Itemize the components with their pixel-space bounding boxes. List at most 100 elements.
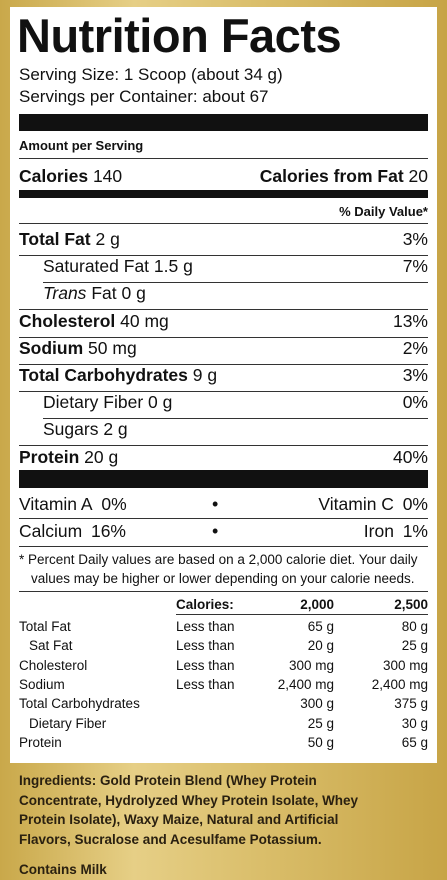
nutrient-daily-value: 40% bbox=[392, 446, 428, 467]
table-value: 50 g bbox=[307, 734, 334, 750]
table-comparison: Less than bbox=[176, 657, 235, 673]
nutrient-name: Sugars bbox=[43, 419, 99, 440]
nutrient-name: Saturated Fat bbox=[43, 256, 150, 277]
table-comparison: Less than bbox=[176, 676, 235, 692]
nutrient-row: Protein 20 g bbox=[19, 446, 119, 467]
nutrient-name: Fat bbox=[91, 283, 117, 304]
calories-from-fat-label: Calories from Fat bbox=[259, 166, 404, 186]
nutrient-name: Total Fat bbox=[19, 229, 91, 249]
separator-line bbox=[19, 309, 428, 311]
separator-bar bbox=[19, 114, 428, 131]
bullet: • bbox=[212, 521, 219, 541]
nutrient-amount: 50 mg bbox=[88, 337, 137, 358]
table-comparison: Less than bbox=[176, 638, 235, 654]
table-row-label: Cholesterol bbox=[19, 657, 88, 673]
table-value: 80 g bbox=[401, 619, 428, 634]
vitamin-entry: Calcium 16% bbox=[19, 521, 126, 541]
calories-from-fat: Calories from Fat 20 bbox=[259, 166, 428, 186]
nutrient-amount: 2 g bbox=[95, 229, 120, 249]
separator-line bbox=[19, 591, 428, 592]
vitamin-name: Iron bbox=[363, 521, 394, 541]
nutrient-amount: 20 g bbox=[84, 446, 119, 467]
amount-per-serving: Amount per Serving bbox=[19, 138, 144, 153]
footnote: values may be higher or lower depending … bbox=[31, 571, 415, 586]
table-row-label: Total Carbohydrates bbox=[19, 696, 140, 712]
nutrient-name: Total Carbohydrates bbox=[19, 365, 188, 385]
vitamin-daily-value: 0% bbox=[101, 494, 127, 514]
calories: Calories 140 bbox=[19, 166, 123, 186]
bullet: • bbox=[212, 494, 219, 514]
vitamin-daily-value: 1% bbox=[402, 521, 428, 541]
table-value: 20 g bbox=[307, 638, 334, 654]
table-row-label: Sat Fat bbox=[29, 638, 73, 654]
nutrient-name: Sodium bbox=[19, 337, 84, 358]
vitamin-name: Vitamin C bbox=[318, 494, 394, 514]
separator-line bbox=[19, 255, 428, 256]
ingredients-line: Concentrate, Hydrolyzed Whey Protein Iso… bbox=[19, 792, 359, 808]
table-row-label: Sodium bbox=[19, 676, 65, 692]
allergen-statement: Contains Milk bbox=[19, 862, 107, 877]
separator-bar bbox=[19, 470, 428, 488]
vitamin-name: Vitamin A bbox=[19, 494, 93, 514]
separator-line bbox=[19, 223, 428, 224]
table-value: 25 g bbox=[307, 715, 334, 731]
separator-line bbox=[19, 363, 428, 365]
table-value: 65 g bbox=[307, 619, 334, 634]
ingredients-line: Flavors, Sucralose and Acesulfame Potass… bbox=[19, 831, 322, 847]
title: Nutrition Facts bbox=[17, 9, 342, 62]
nutrient-row: Sugars 2 g bbox=[43, 421, 128, 439]
nutrient-name-italic: Trans bbox=[43, 283, 87, 304]
ingredients-line: Protein Isolate), Waxy Maize, Natural an… bbox=[19, 812, 339, 827]
nutrient-amount: 9 g bbox=[192, 365, 218, 385]
nutrient-row: Trans Fat 0 g bbox=[43, 285, 146, 303]
table-value: 25 g bbox=[401, 638, 428, 654]
table-value: 300 mg bbox=[382, 657, 428, 673]
vitamin-daily-value: 0% bbox=[402, 494, 428, 514]
nutrient-amount: 1.5 g bbox=[153, 256, 193, 277]
nutrient-amount: 0 g bbox=[121, 283, 146, 304]
table-value: 2,400 mg bbox=[277, 676, 334, 692]
daily-value-header: % Daily Value* bbox=[339, 204, 428, 219]
separator-line bbox=[19, 445, 428, 447]
table-row-label: Dietary Fiber bbox=[29, 715, 107, 731]
serving-size: Serving Size: 1 Scoop (about 34 g) bbox=[19, 65, 283, 84]
separator-line bbox=[176, 614, 428, 615]
table-header: 2,000 bbox=[300, 597, 334, 612]
nutrient-name: Cholesterol bbox=[19, 310, 116, 331]
table-value: 2,400 mg bbox=[371, 676, 428, 692]
separator-line bbox=[43, 282, 428, 284]
table-header: 2,500 bbox=[394, 597, 428, 612]
nutrient-row: Sodium 50 mg bbox=[19, 337, 137, 358]
table-value: 300 mg bbox=[288, 657, 334, 673]
nutrient-row: Saturated Fat 1.5 g bbox=[43, 256, 193, 277]
table-value: 65 g bbox=[401, 734, 428, 750]
calories-label: Calories bbox=[19, 166, 89, 186]
nutrient-row: Cholesterol 40 mg bbox=[19, 310, 169, 331]
calories-from-fat-value: 20 bbox=[408, 166, 428, 186]
nutrient-row: Total Fat 2 g bbox=[19, 229, 120, 249]
vitamin-daily-value: 16% bbox=[90, 521, 126, 541]
table-value: 300 g bbox=[300, 696, 334, 712]
table-comparison: Less than bbox=[176, 619, 235, 634]
nutrient-daily-value: 3% bbox=[402, 365, 428, 385]
separator-bar bbox=[19, 190, 428, 198]
nutrient-row: Total Carbohydrates 9 g bbox=[19, 365, 218, 385]
calories-value: 140 bbox=[92, 166, 123, 186]
separator-line bbox=[43, 418, 428, 420]
nutrient-name: Protein bbox=[19, 446, 80, 467]
separator-line bbox=[19, 158, 428, 159]
nutrient-amount: 0 g bbox=[148, 392, 173, 413]
servings-per-container: Servings per Container: about 67 bbox=[19, 87, 269, 106]
separator-line bbox=[19, 518, 428, 519]
nutrient-daily-value: 3% bbox=[402, 229, 428, 249]
nutrient-row: Dietary Fiber 0 g bbox=[43, 392, 173, 413]
footnote: * Percent Daily values are based on a 2,… bbox=[19, 552, 418, 567]
nutrient-amount: 2 g bbox=[103, 419, 128, 440]
nutrient-name: Dietary Fiber bbox=[43, 392, 144, 413]
ingredients-line: Ingredients: Gold Protein Blend (Whey Pr… bbox=[19, 773, 317, 788]
nutrient-amount: 40 mg bbox=[120, 310, 169, 331]
separator-line bbox=[19, 546, 428, 547]
table-value: 375 g bbox=[394, 696, 428, 712]
nutrient-daily-value: 13% bbox=[392, 310, 428, 331]
